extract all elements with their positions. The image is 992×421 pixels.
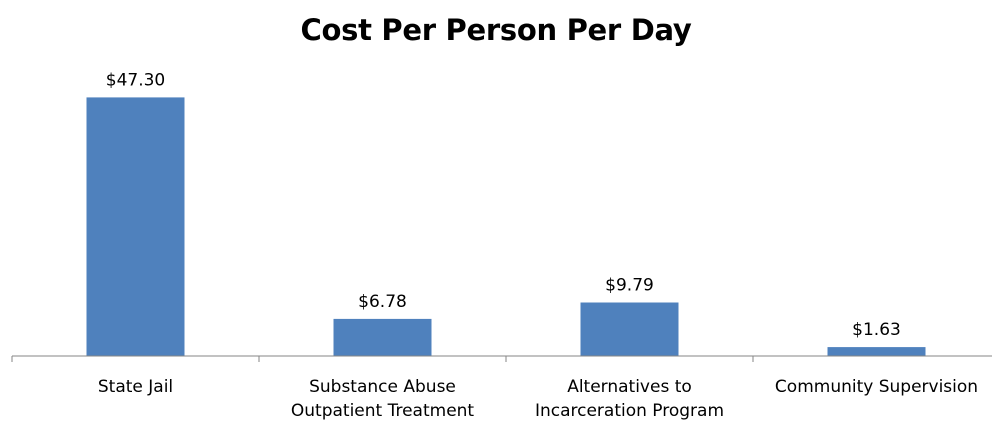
bar — [333, 318, 432, 356]
bar-value-label: $47.30 — [106, 70, 165, 90]
category-label: Alternatives to — [567, 377, 692, 397]
category-label: Outpatient Treatment — [291, 401, 475, 421]
category-label: Incarceration Program — [535, 401, 724, 421]
bars-group — [86, 97, 926, 357]
chart-title: Cost Per Person Per Day — [300, 13, 692, 47]
data-labels-group: $47.30 $6.78 $9.79 $1.63 — [106, 70, 901, 340]
bar — [827, 347, 926, 356]
bar-value-label: $9.79 — [605, 276, 654, 296]
category-label: State Jail — [98, 377, 173, 397]
category-labels-group: State Jail Substance Abuse Outpatient Trea… — [98, 377, 978, 421]
category-label: Substance Abuse — [309, 377, 456, 397]
bar — [86, 97, 185, 357]
bar-value-label: $1.63 — [852, 320, 901, 340]
bar-value-label: $6.78 — [358, 292, 407, 312]
bar — [580, 302, 679, 356]
x-axis — [11, 355, 992, 362]
category-label: Community Supervision — [775, 377, 978, 397]
